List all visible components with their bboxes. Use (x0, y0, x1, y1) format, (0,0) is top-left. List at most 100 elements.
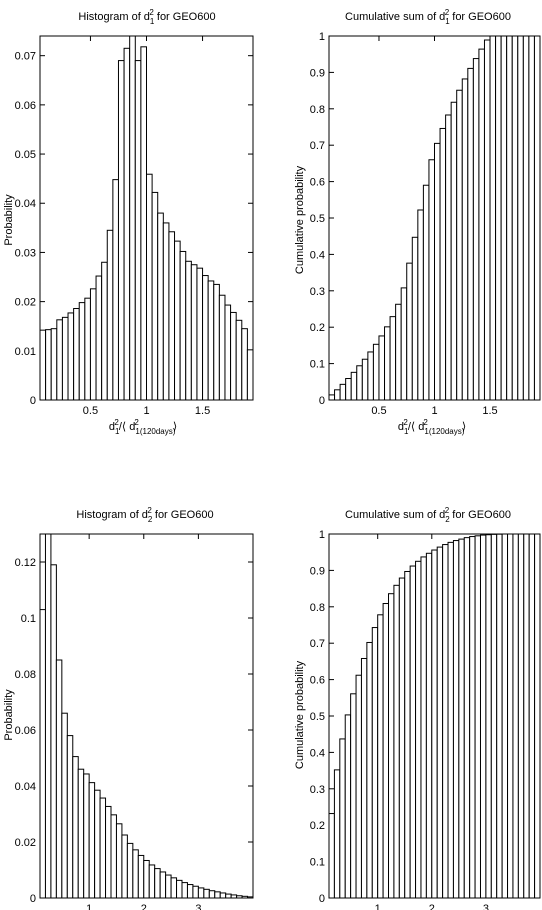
bar (372, 343, 380, 400)
bar (40, 329, 47, 400)
bar (506, 36, 513, 400)
bar (123, 47, 131, 400)
bar (95, 275, 103, 400)
y-tick-label: 0.9 (310, 67, 325, 79)
bar (469, 536, 476, 898)
x-tick-label: 3 (195, 903, 201, 910)
bar (73, 308, 80, 400)
y-tick-label: 0.06 (15, 100, 36, 112)
bar (181, 882, 188, 898)
bar (442, 544, 449, 898)
bar (463, 537, 471, 898)
bar (117, 60, 125, 400)
bar (329, 813, 335, 898)
bar (528, 36, 535, 400)
bar (61, 712, 68, 898)
bar (528, 534, 536, 898)
bar (467, 67, 474, 400)
bar (496, 534, 503, 898)
bar (219, 892, 227, 898)
y-tick-label: 0.4 (310, 747, 325, 759)
bar (522, 36, 530, 400)
bar (112, 179, 119, 400)
y-tick-label: 0.01 (15, 346, 36, 358)
bar (329, 394, 336, 400)
y-tick-label: 0.06 (15, 725, 36, 737)
bar (99, 797, 107, 898)
bar (134, 60, 142, 400)
x-tick-label: 0.5 (83, 405, 98, 417)
bar (406, 262, 413, 400)
bar (420, 556, 427, 898)
bar (72, 756, 79, 898)
bar (154, 868, 161, 898)
bar (458, 538, 465, 898)
bar (495, 36, 502, 400)
bar (500, 36, 508, 400)
y-tick-label: 0.02 (15, 837, 36, 849)
bar (333, 769, 341, 898)
bar (474, 535, 481, 898)
bar (436, 546, 444, 898)
bar (61, 316, 69, 400)
bar (101, 261, 108, 400)
bar (126, 842, 134, 898)
plot-frame (328, 533, 541, 899)
chart-title: Cumulative sum of d22 for GEO600 (345, 506, 511, 524)
bar (56, 319, 63, 400)
bar (434, 142, 441, 400)
bar (241, 328, 248, 400)
bar (179, 250, 187, 400)
bar (129, 36, 136, 400)
bar (137, 854, 145, 898)
bar (478, 48, 485, 400)
bar (501, 534, 509, 898)
bar (94, 789, 101, 898)
bar (334, 389, 341, 400)
x-tick-label: 1 (375, 903, 381, 910)
bar (422, 184, 430, 400)
bar (425, 552, 433, 898)
bar (517, 534, 525, 898)
bar (151, 191, 159, 400)
bar (170, 877, 178, 898)
bar (404, 570, 411, 898)
x-tick-label: 3 (483, 903, 489, 910)
bar (388, 593, 395, 898)
chart-title: Histogram of d12 for GEO600 (78, 8, 215, 26)
y-tick-label: 0.1 (310, 857, 325, 869)
bar (88, 782, 96, 898)
x-tick-label: 0.5 (371, 405, 386, 417)
y-tick-label: 0.04 (15, 198, 36, 210)
bar (132, 849, 139, 898)
y-tick-label: 0 (30, 893, 36, 905)
bar (225, 893, 232, 898)
y-tick-label: 0.5 (310, 711, 325, 723)
y-tick-label: 0.1 (21, 613, 36, 625)
bar (483, 39, 491, 400)
bar (456, 89, 463, 400)
bar (146, 173, 153, 400)
y-axis-label: Probability (3, 689, 15, 741)
bar (371, 627, 379, 898)
bar (40, 609, 46, 898)
bar (461, 78, 469, 400)
bar (452, 540, 460, 898)
y-tick-label: 0.5 (310, 213, 325, 225)
bar (50, 564, 57, 898)
y-axis-label: Cumulative probability (294, 660, 306, 769)
y-tick-label: 0.7 (310, 140, 325, 152)
bar (417, 209, 424, 400)
bar (84, 297, 91, 400)
y-axis-label: Probability (3, 194, 15, 246)
bar (350, 371, 358, 400)
y-tick-label: 0.8 (310, 104, 325, 116)
histogram-d2-panel: Histogram of d22 for GEO600 Probability … (3, 506, 254, 910)
y-tick-label: 0.3 (310, 286, 325, 298)
bar (115, 823, 123, 898)
bar (361, 358, 369, 400)
bar (366, 641, 373, 898)
y-tick-label: 0.05 (15, 149, 36, 161)
bar (389, 316, 397, 400)
bar (409, 565, 417, 898)
